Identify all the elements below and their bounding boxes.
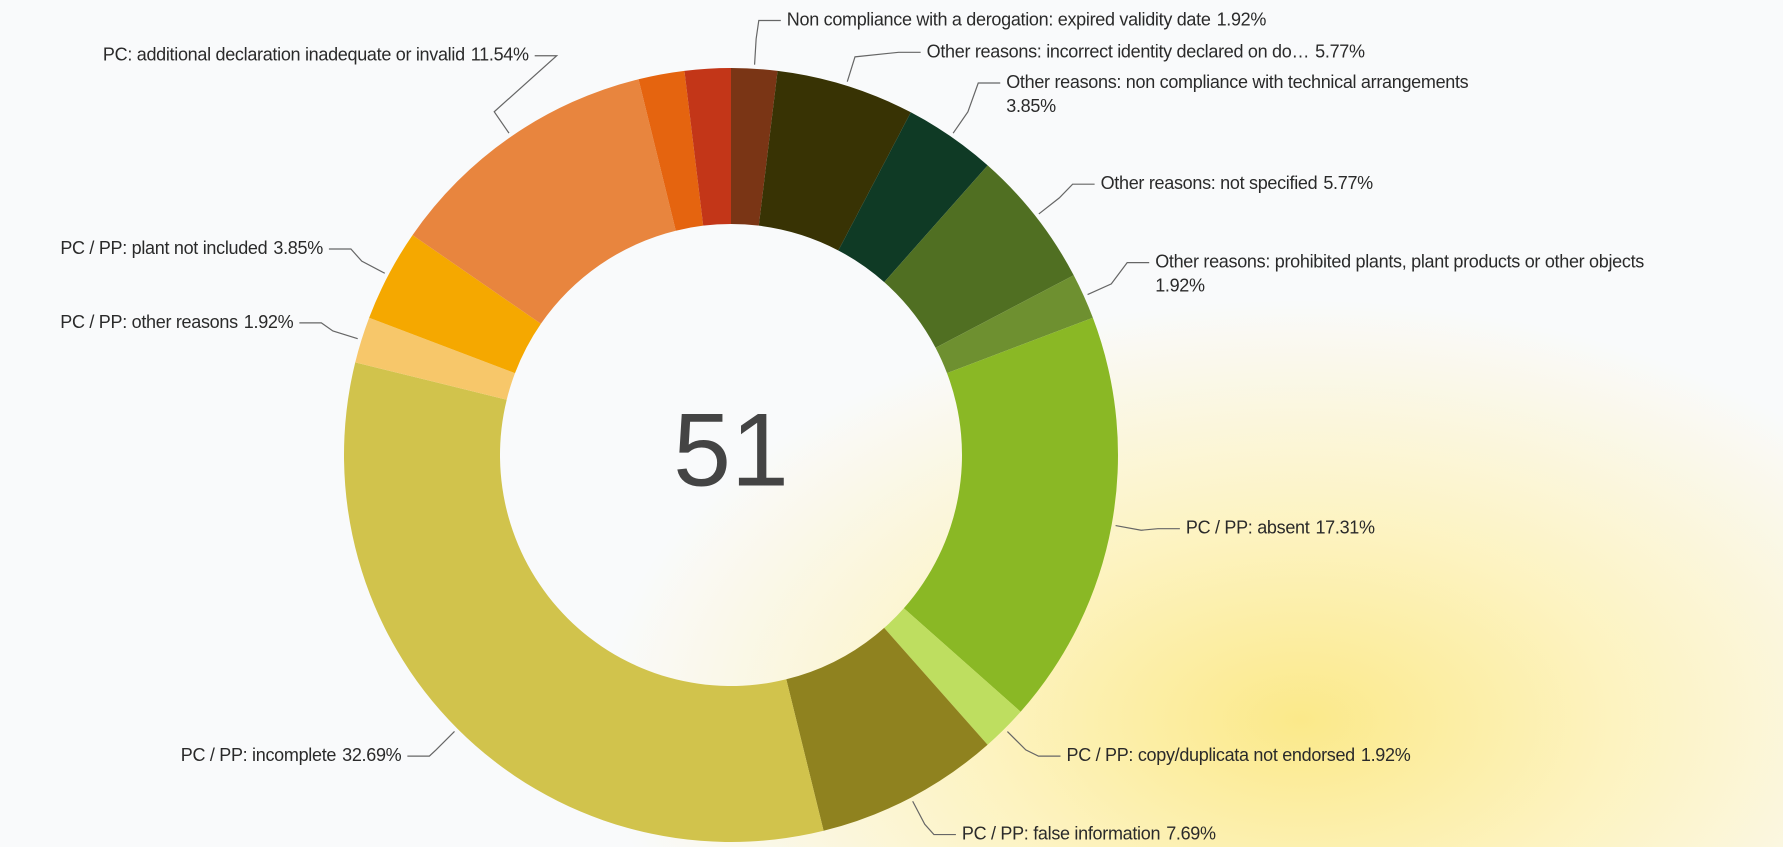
slice-label: PC / PP: other reasons 1.92% — [60, 312, 293, 332]
slice-value: 5.77% — [1315, 41, 1365, 61]
leader-line — [1007, 732, 1060, 757]
leader-line — [299, 323, 357, 339]
slice-label: Other reasons: prohibited plants, plant … — [1155, 251, 1644, 295]
slice-name: PC: additional declaration inadequate or… — [103, 44, 465, 64]
leader-line — [1039, 184, 1095, 214]
leader-line — [913, 801, 956, 834]
slice-name: PC / PP: false information — [962, 823, 1160, 843]
slice-name: PC / PP: plant not included — [60, 238, 267, 258]
slice-value: 1.92% — [1217, 9, 1267, 29]
slice-value: 3.85% — [273, 238, 323, 258]
slice-value: 1.92% — [1361, 745, 1411, 765]
leader-line — [407, 731, 454, 756]
slice-name: Other reasons: non compliance with techn… — [1006, 72, 1468, 92]
slice-name: Other reasons: not specified — [1101, 173, 1318, 193]
slice-value: 17.31% — [1315, 517, 1375, 537]
slice-name: PC / PP: incomplete — [181, 745, 337, 765]
slice-value: 5.77% — [1323, 173, 1373, 193]
page: Non compliance with a derogation: expire… — [0, 0, 1783, 847]
leader-line — [953, 83, 1000, 133]
leader-line — [847, 52, 920, 81]
leader-line — [1116, 526, 1180, 531]
chart: Non compliance with a derogation: expire… — [0, 0, 1783, 847]
slice-value: 1.92% — [1155, 275, 1205, 295]
slice-value: 11.54% — [471, 44, 529, 64]
slice-name: PC / PP: absent — [1186, 517, 1310, 537]
slice-label: PC / PP: copy/duplicata not endorsed 1.92… — [1067, 745, 1411, 765]
slice-label: Other reasons: non compliance with techn… — [1006, 72, 1468, 116]
slice-value: 32.69% — [342, 745, 402, 765]
slice-label: Other reasons: incorrect identity declar… — [927, 41, 1365, 61]
leader-line — [329, 249, 385, 273]
slice-value: 1.92% — [244, 312, 294, 332]
center-total: 51 — [673, 392, 789, 508]
slice-value: 7.69% — [1166, 823, 1216, 843]
slice-label: Non compliance with a derogation: expire… — [787, 9, 1267, 29]
slice-name: Other reasons: incorrect identity declar… — [927, 41, 1310, 61]
slice-label: PC / PP: false information 7.69% — [962, 823, 1216, 843]
leader-line — [755, 20, 781, 64]
slice-value: 3.85% — [1006, 96, 1056, 116]
slice-name: PC / PP: copy/duplicata not endorsed — [1067, 745, 1355, 765]
leader-line — [1088, 263, 1150, 295]
slice-name: Other reasons: prohibited plants, plant … — [1155, 251, 1644, 271]
slice-label: PC / PP: plant not included 3.85% — [60, 238, 323, 258]
slice-label: PC: additional declaration inadequate or… — [103, 44, 529, 64]
slice-name: Non compliance with a derogation: expire… — [787, 9, 1211, 29]
slice-name: PC / PP: other reasons — [60, 312, 238, 332]
